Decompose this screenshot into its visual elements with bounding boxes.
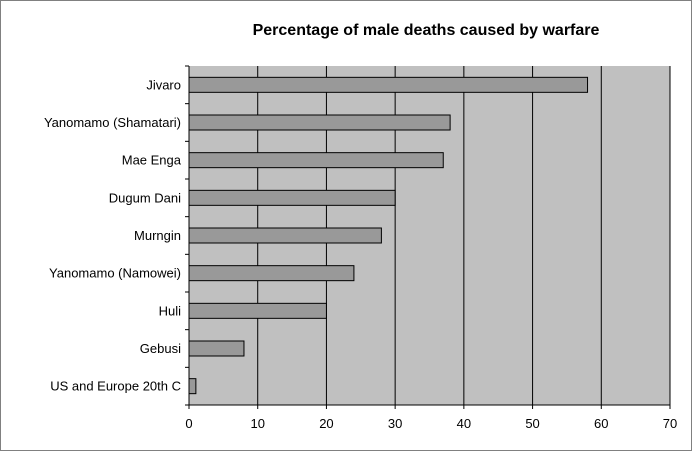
category-label: Yanomamo (Namowei) <box>49 266 181 281</box>
category-label: Jivaro <box>146 77 181 92</box>
x-tick-label: 30 <box>388 416 402 431</box>
category-label: Gebusi <box>140 341 181 356</box>
bar-us-and-europe-20th-c <box>188 378 197 395</box>
bar-murngin <box>188 227 382 244</box>
bar-yanomamo-namowei <box>188 265 355 282</box>
bar-huli <box>188 302 327 319</box>
category-labels: Jivaro Yanomamo (Shamatari) Mae Enga Dugum … <box>44 77 182 393</box>
bar-jivaro <box>188 76 589 93</box>
category-label: Dugum Dani <box>109 190 181 205</box>
category-label: US and Europe 20th C <box>50 379 181 394</box>
x-tick-label: 0 <box>185 416 192 431</box>
category-label: Huli <box>159 303 182 318</box>
bar-yanomamo-shamatari <box>188 114 451 131</box>
bar-dugum-dani <box>188 189 396 206</box>
tick-labels: 0 10 20 30 40 50 60 70 <box>185 416 677 431</box>
x-tick-label: 10 <box>250 416 264 431</box>
chart-title: Percentage of male deaths caused by warf… <box>252 22 600 39</box>
x-tick-label: 40 <box>457 416 471 431</box>
bar-mae-enga <box>188 152 444 169</box>
bars <box>188 76 589 395</box>
x-tick-label: 70 <box>663 416 677 431</box>
x-tick-label: 50 <box>525 416 539 431</box>
category-label: Murngin <box>134 228 181 243</box>
x-tick-label: 20 <box>319 416 333 431</box>
category-label: Mae Enga <box>122 153 182 168</box>
category-label: Yanomamo (Shamatari) <box>44 115 181 130</box>
axes <box>185 65 671 409</box>
bar-gebusi <box>188 340 245 357</box>
x-tick-label: 60 <box>594 416 608 431</box>
